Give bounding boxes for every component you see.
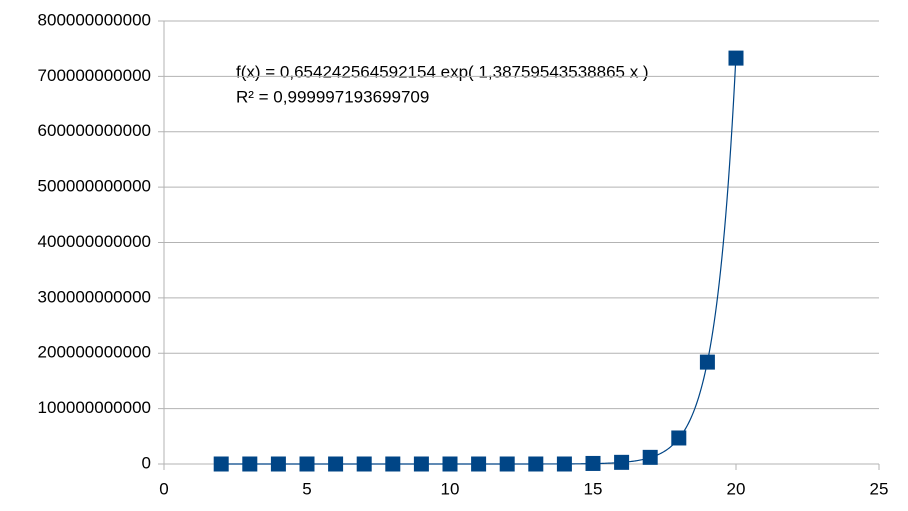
trendline bbox=[221, 55, 737, 465]
x-tick-label: 25 bbox=[870, 479, 889, 498]
y-tick-label: 800000000000 bbox=[38, 10, 151, 29]
trendline-equation: f(x) = 0,654242564592154 exp( 1,38759543… bbox=[236, 62, 649, 81]
data-point bbox=[671, 430, 687, 446]
y-tick-label: 300000000000 bbox=[38, 287, 151, 306]
y-tick-label: 500000000000 bbox=[38, 177, 151, 196]
data-point bbox=[585, 455, 601, 471]
data-point bbox=[556, 456, 572, 472]
data-point bbox=[442, 456, 458, 472]
x-tick-label: 20 bbox=[727, 479, 746, 498]
data-point bbox=[413, 456, 429, 472]
y-tick-label: 200000000000 bbox=[38, 343, 151, 362]
data-point bbox=[299, 456, 315, 472]
x-tick-label: 15 bbox=[584, 479, 603, 498]
y-tick-label: 400000000000 bbox=[38, 232, 151, 251]
data-point bbox=[356, 456, 372, 472]
data-point bbox=[728, 50, 744, 66]
data-point bbox=[614, 454, 630, 470]
x-tick-label: 0 bbox=[159, 479, 168, 498]
y-tick-label: 100000000000 bbox=[38, 398, 151, 417]
data-point bbox=[385, 456, 401, 472]
data-point bbox=[699, 354, 715, 370]
y-tick-label: 0 bbox=[142, 453, 151, 472]
x-tick-label: 10 bbox=[441, 479, 460, 498]
data-point bbox=[213, 456, 229, 472]
data-point bbox=[471, 456, 487, 472]
data-point bbox=[242, 456, 258, 472]
data-point bbox=[270, 456, 286, 472]
data-point bbox=[528, 456, 544, 472]
y-tick-label: 600000000000 bbox=[38, 121, 151, 140]
x-tick-label: 5 bbox=[302, 479, 311, 498]
data-point bbox=[499, 456, 515, 472]
data-point bbox=[642, 449, 658, 465]
y-tick-label: 700000000000 bbox=[38, 66, 151, 85]
trendline-r-squared: R² = 0,999997193699709 bbox=[236, 87, 429, 106]
data-point bbox=[328, 456, 344, 472]
